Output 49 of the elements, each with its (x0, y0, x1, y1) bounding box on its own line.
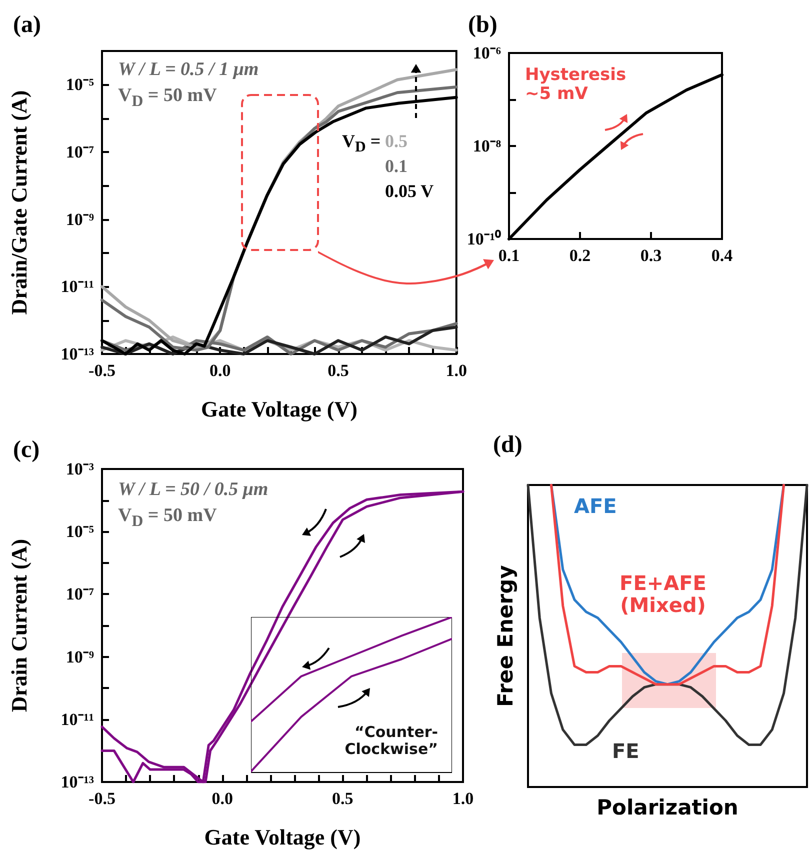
y-tick-label: 10⁻¹³ (60, 772, 94, 792)
y-tick-label: 10⁻⁹ (66, 647, 94, 666)
chart-title: (c) (13, 437, 40, 463)
y-tick-label: 10⁻⁷ (66, 584, 94, 604)
chart-title: (a) (13, 12, 41, 38)
x-axis-title: Gate Voltage (V) (204, 824, 361, 850)
y-axis-title: Drain/Gate Current (A) (6, 90, 32, 315)
x-tick-label: 1.0 (452, 789, 474, 808)
x-tick-label: 0.2 (569, 246, 591, 265)
y-tick-label: 10⁻¹⁰ (466, 230, 501, 248)
chart-title: (b) (468, 12, 498, 38)
y-axis-title: Drain Current (A) (6, 538, 32, 712)
y-tick-label: 10⁻⁵ (66, 75, 94, 94)
text: 0.5 (385, 131, 408, 152)
x-tick-label: -0.5 (88, 789, 116, 808)
y-tick-label: 10⁻¹³ (60, 344, 94, 364)
y-tick-label: 10⁻¹¹ (60, 710, 94, 729)
x-tick-label: 0.1 (498, 246, 520, 265)
y-tick-label: 10⁻⁹ (66, 210, 94, 229)
x-tick-label: -0.5 (88, 361, 116, 380)
y-tick-label: 10⁻⁸ (472, 136, 501, 156)
y-tick-label: 10⁻¹¹ (60, 277, 94, 296)
text: 0.1 (385, 156, 408, 177)
text: FE+AFE (Mixed) (618, 571, 708, 617)
y-axis-title: Free Energy (494, 564, 518, 707)
annotation: V$_{D}$ = 50 mV (118, 505, 217, 530)
y-tick-label: 10⁻³ (66, 460, 94, 478)
annotation: “Counter-Clockwise” (344, 723, 438, 758)
y-tick-label: 10⁻⁵ (66, 522, 94, 542)
legend-title: V$_{D}$ = (342, 131, 381, 156)
x-tick-label: 0.5 (332, 789, 354, 808)
x-axis-title: Polarization (596, 796, 738, 820)
x-tick-label: 0.0 (212, 789, 233, 808)
x-tick-label: 0.4 (711, 246, 734, 265)
annotation: W / L = 50 / 0.5 μm (118, 479, 268, 501)
annotation: Hysteresis ~5 mV (525, 65, 626, 104)
x-tick-label: 0.0 (210, 361, 231, 380)
x-axis-title: Gate Voltage (V) (200, 396, 358, 422)
y-tick-label: 10⁻⁶ (472, 44, 501, 62)
chart-title: (d) (493, 432, 522, 458)
x-tick-label: 1.0 (446, 361, 467, 380)
annotation: W / L = 0.5 / 1 μm (118, 59, 259, 81)
y-tick-label: 10⁻⁷ (66, 142, 94, 162)
series-label: FE (612, 739, 640, 763)
text: 0.05 V (385, 181, 434, 202)
x-tick-label: 0.5 (328, 361, 349, 380)
annotation: V$_{D}$ = 50 mV (118, 85, 217, 110)
x-tick-label: 0.3 (640, 246, 662, 265)
series-label: AFE (574, 494, 617, 518)
